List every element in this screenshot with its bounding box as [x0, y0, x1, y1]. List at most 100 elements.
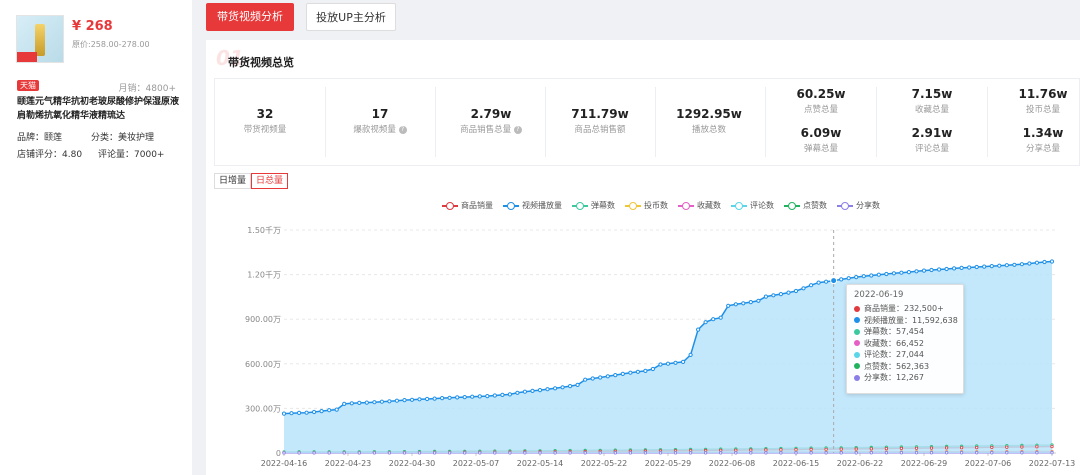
legend-item-likes[interactable]: 点赞数: [784, 200, 827, 211]
stat-total-plays: 1292.95w 播放总数: [659, 107, 759, 135]
stat-label: 带货视频量: [243, 125, 287, 135]
stat-label: 点赞总量: [803, 105, 838, 115]
stats-overview: 32 带货视频量 17 爆款视频量 ? 2.79w 商品销售总量 ? 711.7…: [214, 78, 1080, 166]
section-watermark: 01: [216, 46, 244, 70]
tooltip-row: 评论数：27,044: [854, 349, 956, 361]
shop-score-value: 4.80: [62, 150, 83, 160]
tooltip-value: 视频播放量：11,592,638: [864, 315, 958, 325]
monthly-sales: 月销：4800+: [118, 84, 176, 94]
divider: [765, 87, 766, 157]
divider: [876, 87, 877, 157]
divider: [987, 87, 988, 157]
legend-label: 弹幕数: [591, 201, 615, 210]
help-icon[interactable]: ?: [513, 125, 522, 134]
stat-value: 6.09w: [800, 126, 842, 140]
stat-value: 11.76w: [1018, 87, 1068, 101]
stat-value: 2.91w: [911, 126, 953, 140]
legend-line-icon: [625, 201, 641, 210]
series-dot-icon: [854, 351, 860, 358]
legend-label: 投币数: [644, 201, 668, 210]
bottle-icon: [35, 24, 45, 56]
legend-item-shares[interactable]: 分享数: [837, 200, 880, 211]
legend-item-coins[interactable]: 投币数: [625, 200, 668, 211]
stat-value: 7.15w: [911, 87, 953, 101]
review-value: 7000+: [134, 150, 165, 160]
category-value: 美妆护理: [118, 133, 155, 143]
stat-favorites: 7.15w 收藏总量: [882, 87, 982, 115]
stat-value: 711.79w: [571, 107, 629, 121]
tooltip-row: 视频播放量：11,592,638: [854, 315, 958, 327]
promo-tag-icon: [17, 52, 37, 62]
stat-comments: 2.91w 评论总量: [882, 126, 982, 154]
stat-label: 投币总量: [1025, 105, 1060, 115]
legend-item-plays[interactable]: 视频播放量: [503, 200, 562, 211]
divider: [325, 87, 326, 157]
meta-row-brand: 品牌：颐莲 分类：美妆护理: [17, 130, 154, 143]
legend-label: 收藏数: [697, 201, 721, 210]
help-icon[interactable]: ?: [398, 125, 407, 134]
stat-video-count: 32 带货视频量: [215, 107, 315, 135]
stat-coins: 11.76w 投币总量: [993, 87, 1080, 115]
stat-sales-amount: 711.79w 商品总销售额: [550, 107, 650, 135]
legend-item-favs[interactable]: 收藏数: [678, 200, 721, 211]
product-title[interactable]: 颐莲元气精华抗初老玻尿酸修护保湿原液肩勒烯抗氧化精华液精琉达: [17, 97, 180, 121]
product-panel: ¥ 268 原价:258.00-278.00 天猫 月销：4800+ 颐莲元气精…: [0, 0, 192, 475]
stat-hot-video-count: 17 爆款视频量 ?: [330, 107, 430, 135]
tab-up-analysis[interactable]: 投放UP主分析: [306, 3, 396, 31]
tooltip-row: 分享数：12,267: [854, 372, 956, 384]
tooltip-value: 商品销量：232,500+: [864, 304, 944, 313]
tooltip-value: 弹幕数：57,454: [864, 327, 924, 336]
legend-line-icon: [678, 201, 694, 210]
tab-video-analysis[interactable]: 带货视频分析: [206, 3, 294, 31]
stat-value: 60.25w: [796, 87, 846, 101]
review-label: 评论量：: [98, 150, 135, 160]
product-price: ¥ 268: [72, 19, 113, 34]
section-title: 带货视频总览: [228, 56, 294, 69]
toggle-daily-total[interactable]: 日总量: [251, 173, 289, 189]
stat-value: 1292.95w: [676, 107, 742, 121]
legend-label: 评论数: [750, 201, 774, 210]
chart-tooltip: 2022-06-19 商品销量：232,500+ 视频播放量：11,592,638…: [846, 284, 964, 394]
stat-likes: 60.25w 点赞总量: [771, 87, 871, 115]
tooltip-value: 点赞数：562,363: [864, 361, 930, 371]
stat-shares: 1.34w 分享总量: [993, 126, 1080, 154]
tooltip-row: 弹幕数：57,454: [854, 326, 956, 338]
legend-line-icon: [731, 201, 747, 210]
legend-label: 点赞数: [803, 201, 827, 210]
legend-label: 分享数: [856, 201, 880, 210]
legend-line-icon: [784, 201, 800, 210]
category-label: 分类：: [91, 133, 119, 143]
shop-badge: 天猫: [17, 80, 39, 91]
product-original-price: 原价:258.00-278.00: [72, 40, 150, 49]
stat-value: 2.79w: [470, 107, 512, 121]
legend-line-icon: [503, 201, 519, 210]
stat-label: 播放总数: [691, 125, 726, 135]
tooltip-row: 收藏数：66,452: [854, 338, 956, 350]
toggle-daily-increment[interactable]: 日增量: [214, 173, 252, 189]
divider: [655, 87, 656, 157]
tooltip-value: 评论数：27,044: [864, 350, 924, 359]
legend-item-comments[interactable]: 评论数: [731, 200, 774, 211]
stat-value: 17: [371, 107, 389, 121]
stat-label: 分享总量: [1025, 144, 1060, 154]
stat-danmaku: 6.09w 弹幕总量: [771, 126, 871, 154]
product-image[interactable]: [16, 15, 64, 63]
main-panel: 01 带货视频总览 32 带货视频量 17 爆款视频量 ? 2.79w 商品销售…: [206, 40, 1080, 475]
series-dot-icon: [854, 328, 860, 335]
series-dot-icon: [854, 374, 860, 381]
legend-label: 视频播放量: [522, 201, 562, 210]
legend-item-sales[interactable]: 商品销量: [442, 200, 493, 211]
tooltip-value: 分享数：12,267: [864, 373, 924, 382]
series-dot-icon: [854, 305, 860, 312]
stat-label: 商品总销售额: [574, 125, 626, 135]
stat-label: 爆款视频量: [353, 125, 396, 135]
shop-score-label: 店铺评分：: [17, 150, 63, 160]
divider: [545, 87, 546, 157]
legend-item-danmaku[interactable]: 弹幕数: [572, 200, 615, 211]
tooltip-row: 点赞数：562,363: [854, 361, 956, 373]
tooltip-row: 商品销量：232,500+: [854, 303, 956, 315]
stat-value: 1.34w: [1022, 126, 1064, 140]
brand-label: 品牌：: [17, 133, 45, 143]
tooltip-date: 2022-06-19: [854, 290, 904, 300]
stat-label: 弹幕总量: [803, 144, 838, 154]
